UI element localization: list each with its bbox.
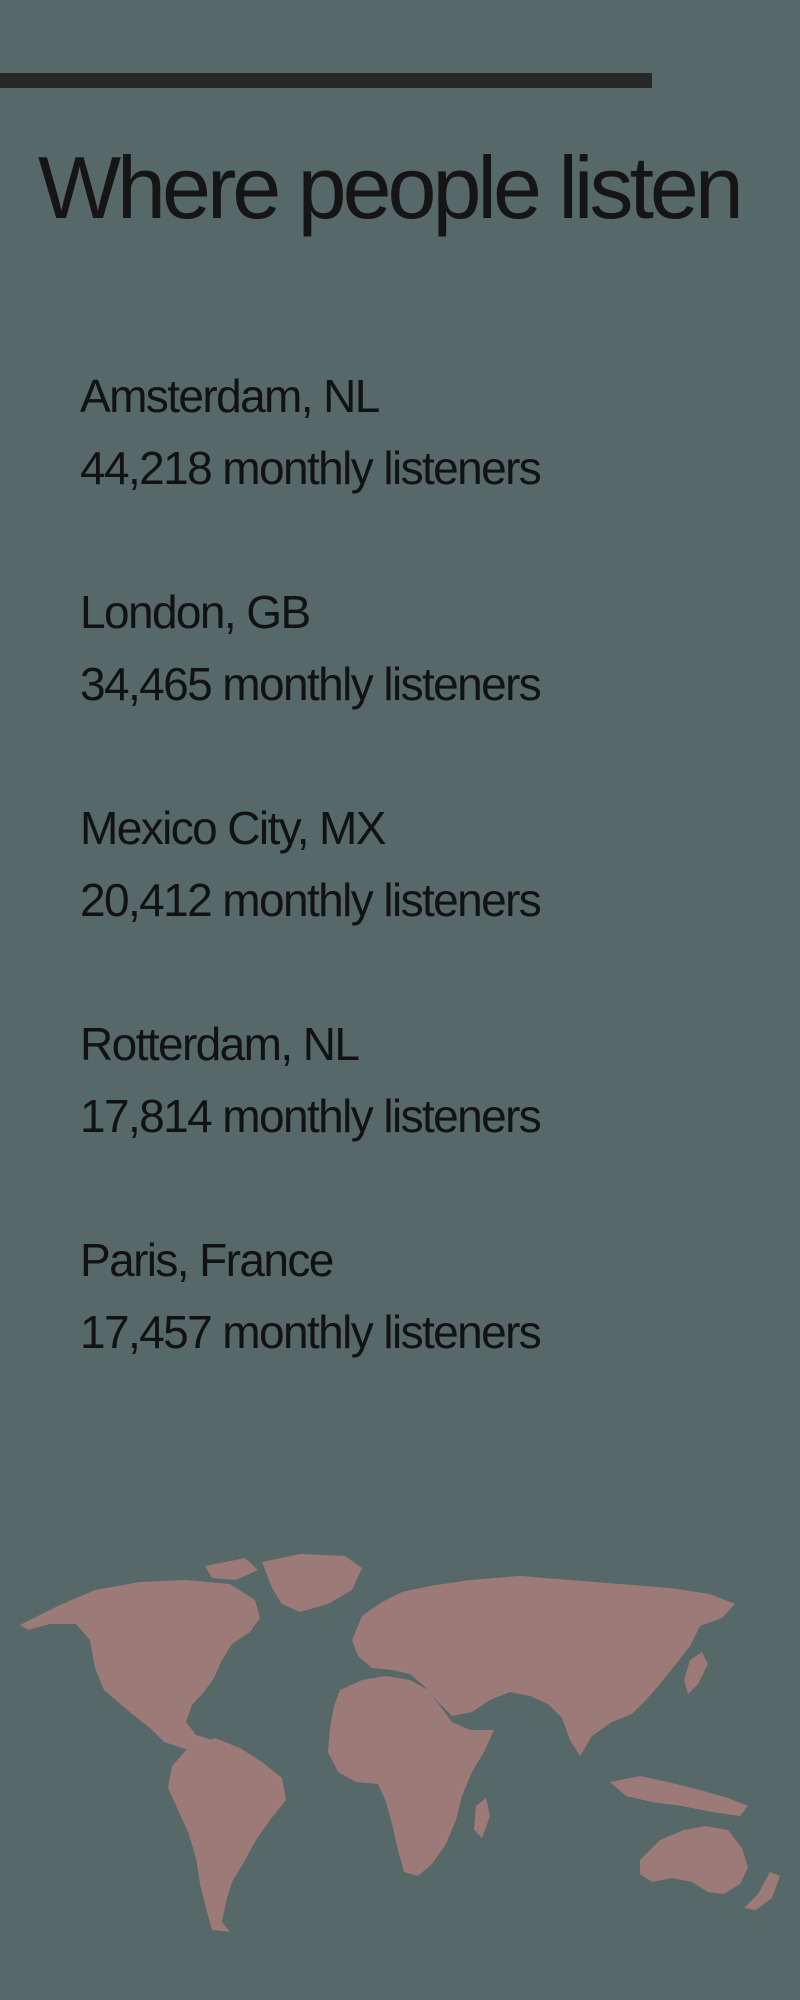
eurasia-shape bbox=[352, 1576, 735, 1756]
greenland-shape bbox=[262, 1554, 362, 1612]
city-listeners: 20,412 monthly listeners bbox=[80, 874, 542, 926]
city-list: Amsterdam, NL 44,218 monthly listeners L… bbox=[80, 360, 760, 1440]
new-zealand-shape bbox=[744, 1872, 780, 1910]
city-listeners: 17,814 monthly listeners bbox=[80, 1090, 542, 1142]
city-name: Paris, France bbox=[80, 1234, 334, 1286]
city-name: Rotterdam, NL bbox=[80, 1018, 360, 1070]
city-item: Rotterdam, NL 17,814 monthly listeners bbox=[80, 1008, 760, 1224]
page-title: Where people listen bbox=[38, 138, 744, 237]
world-map-icon bbox=[20, 1554, 780, 1932]
southeast-asia-shape bbox=[610, 1776, 748, 1816]
city-listeners: 17,457 monthly listeners bbox=[80, 1306, 542, 1358]
south-america-shape bbox=[168, 1738, 286, 1932]
madagascar-shape bbox=[474, 1798, 490, 1838]
japan-shape bbox=[684, 1652, 708, 1694]
city-name: Mexico City, MX bbox=[80, 802, 386, 854]
top-rule bbox=[0, 73, 652, 88]
city-item: Paris, France 17,457 monthly listeners bbox=[80, 1224, 760, 1440]
arctic-islands-shape bbox=[205, 1558, 258, 1580]
city-name: London, GB bbox=[80, 586, 311, 638]
city-listeners: 34,465 monthly listeners bbox=[80, 658, 542, 710]
city-name: Amsterdam, NL bbox=[80, 370, 380, 422]
north-america-shape bbox=[20, 1580, 260, 1756]
australia-shape bbox=[640, 1826, 748, 1894]
city-item: Amsterdam, NL 44,218 monthly listeners bbox=[80, 360, 760, 576]
city-item: Mexico City, MX 20,412 monthly listeners bbox=[80, 792, 760, 1008]
city-listeners: 44,218 monthly listeners bbox=[80, 442, 542, 494]
africa-shape bbox=[328, 1676, 494, 1876]
city-item: London, GB 34,465 monthly listeners bbox=[80, 576, 760, 792]
